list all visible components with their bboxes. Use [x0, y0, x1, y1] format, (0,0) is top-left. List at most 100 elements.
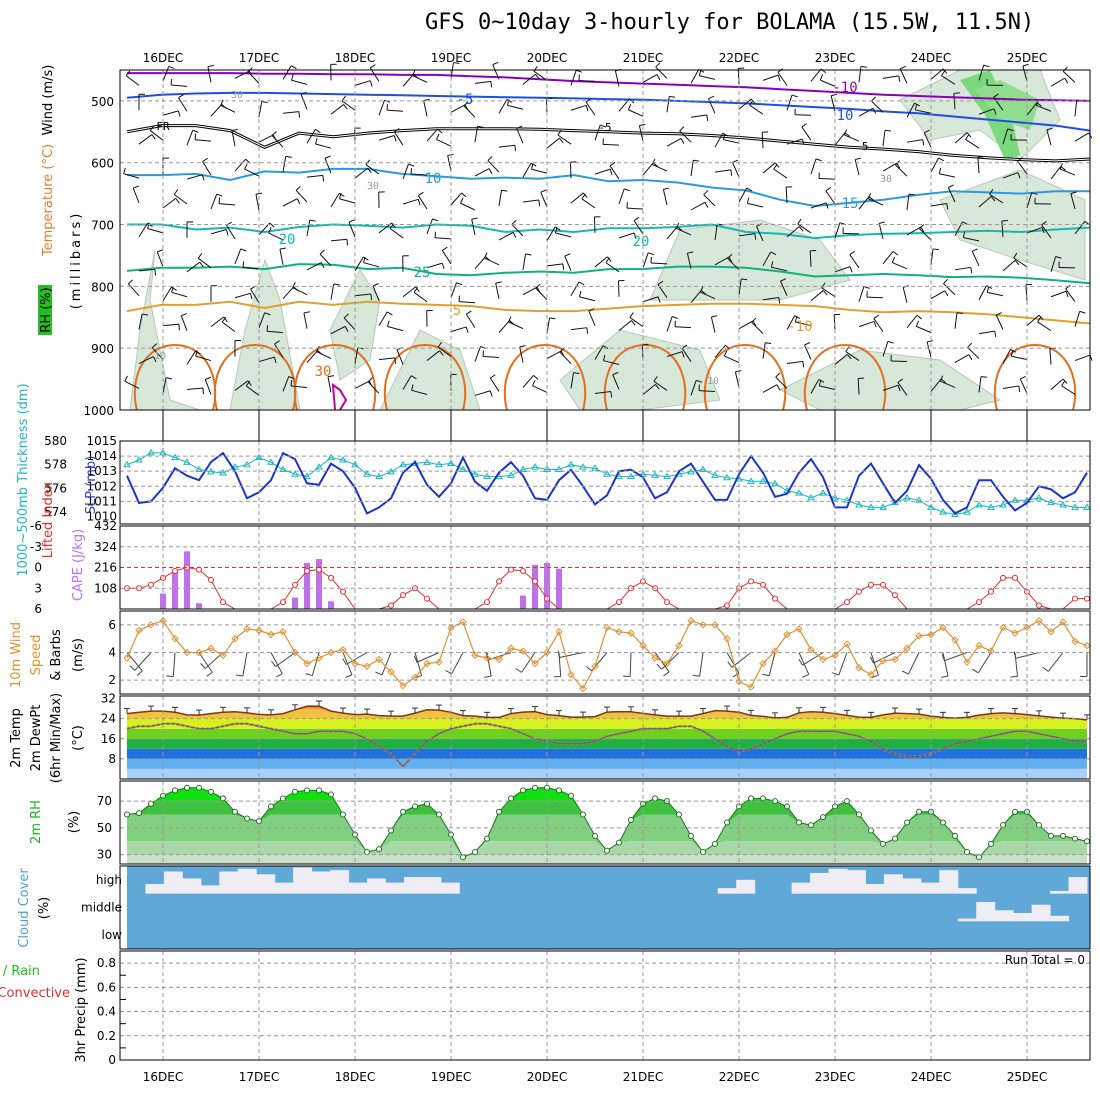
wind-barb-10m-flag	[200, 663, 206, 669]
wind-speed-point	[951, 636, 959, 644]
wind-barb-10m	[416, 652, 440, 663]
wind-barb-flag	[564, 253, 571, 257]
wind-barb-flag	[588, 308, 595, 312]
cloud-high-bar	[376, 878, 386, 894]
wind-speed-point	[783, 630, 791, 639]
thickness-point	[123, 460, 131, 468]
wind-barb	[202, 161, 212, 176]
wind-barb	[858, 196, 870, 210]
cloud-middle-bar	[1003, 910, 1014, 922]
wind-barb-flag	[411, 384, 414, 391]
rh-band	[127, 814, 1087, 858]
wind-barb	[474, 346, 481, 362]
wind-barb-flag	[466, 310, 472, 315]
wind-barb-flag	[573, 372, 580, 375]
cloud-high-bar	[856, 870, 866, 894]
wind-speed-point	[1011, 629, 1019, 637]
pressure-tick: 500	[91, 95, 114, 109]
wind-barb-flag	[418, 191, 424, 197]
wind-barb	[978, 330, 995, 335]
cloud-high-bar	[403, 877, 414, 894]
wind-barb-flag	[727, 253, 733, 259]
wind-barb-flag	[562, 263, 565, 270]
wind-barb-flag	[940, 378, 947, 384]
wind-barb	[738, 233, 755, 237]
li-point	[1012, 574, 1018, 581]
wind-barb-10m-flag	[414, 675, 422, 678]
panel-frame-profile	[119, 69, 1091, 411]
wind-barb-flag	[511, 219, 517, 225]
wind-barb	[195, 355, 212, 362]
wind-barb	[532, 385, 548, 393]
thickness-point	[651, 471, 659, 478]
wind-barb-flag	[1070, 191, 1077, 195]
wind-barb	[522, 162, 532, 178]
wind-barb-flag	[732, 159, 739, 163]
wind-speed-point	[423, 659, 431, 668]
wind-barb	[642, 383, 656, 395]
wind-barb	[413, 291, 428, 303]
date-label-bottom: 19DEC	[431, 1070, 471, 1084]
wind-speed-point	[771, 647, 779, 655]
wind-barb-flag	[530, 163, 534, 170]
wind-barb-flag	[506, 98, 513, 103]
wind-barb	[1050, 77, 1065, 87]
li-point	[532, 578, 538, 585]
wind-barb-flag	[296, 198, 301, 205]
wind-barb	[690, 380, 697, 396]
axis-label-convective: Convective	[0, 986, 70, 1001]
wind-barb	[546, 226, 556, 242]
wind-barb-flag	[605, 257, 610, 263]
wind-barb-flag	[489, 390, 493, 397]
wind-barb-flag	[765, 342, 772, 345]
wind-barb-flag	[432, 218, 439, 222]
rh-point	[436, 811, 442, 818]
wind-speed-point	[723, 634, 731, 643]
rh-point	[496, 808, 502, 815]
wind-barb	[820, 79, 836, 87]
contour-label: 5	[453, 303, 461, 319]
thickness-point	[399, 460, 407, 468]
wind-barb	[700, 291, 716, 300]
wind-barb	[738, 187, 748, 203]
wind-barb-flag	[266, 325, 269, 332]
wind-barb	[511, 224, 524, 237]
wind-barb-flag	[860, 65, 867, 68]
isotherm-5	[127, 167, 1090, 208]
rh-point	[1012, 808, 1018, 815]
wind-barb	[698, 390, 716, 392]
wind-barb-flag	[944, 290, 949, 297]
wind-barb	[612, 374, 620, 390]
axis-label-slp: SLP (mb)	[84, 456, 99, 515]
thickness-point	[771, 479, 779, 487]
axis-label-barbs: & Barbs	[49, 629, 64, 681]
wind-barb	[786, 226, 800, 238]
wind-barb-flag	[495, 281, 502, 284]
wind-barb-flag	[687, 251, 694, 254]
rh-point	[916, 808, 922, 815]
wind-barb	[389, 228, 404, 239]
wind-barb-flag	[194, 133, 197, 140]
wind-barb-flag	[607, 256, 612, 262]
wind-barb	[845, 351, 860, 361]
cloud-row-low: low	[102, 928, 123, 942]
wind-barb-flag	[314, 129, 321, 133]
wind-barb-10m	[838, 652, 848, 676]
wind-barb	[162, 110, 179, 116]
li-point	[520, 567, 526, 574]
wind-speed-point	[1047, 628, 1055, 636]
wind-barb	[138, 268, 155, 272]
wind-barb	[124, 380, 140, 389]
wind-barb-flag	[295, 185, 301, 191]
wind-barb	[378, 311, 388, 326]
wind-barb-flag	[818, 379, 825, 383]
wind-barb-10m-flag	[941, 653, 945, 661]
temp-band	[127, 758, 1087, 769]
wind-barb-flag	[655, 384, 660, 390]
wind-barb-flag	[680, 138, 685, 144]
thickness-point	[975, 501, 983, 508]
wind-barb	[674, 326, 692, 329]
wind-barb-10m-flag	[206, 671, 213, 677]
wind-barb	[633, 220, 644, 235]
li-point	[1072, 595, 1078, 602]
